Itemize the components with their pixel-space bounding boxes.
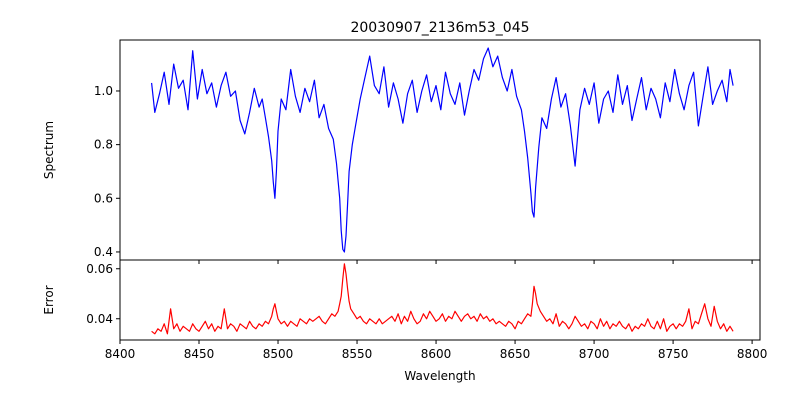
x-axis-label: Wavelength — [404, 369, 475, 383]
error-panel: 0.04 0.06 8400 8450 8500 8550 8600 8650 8700 875… — [42, 259, 768, 383]
error-y-ticks: 0.04 0.06 — [86, 262, 120, 326]
x-tick-label: 8750 — [658, 347, 689, 361]
error-y-axis-label: Error — [42, 285, 56, 314]
x-tick-label: 8450 — [184, 347, 215, 361]
x-tick-label: 8500 — [263, 347, 294, 361]
spectrum-y-tick-label: 0.6 — [94, 191, 113, 205]
error-x-ticks: 8400 8450 8500 8550 8600 8650 8700 8750 8800 — [105, 340, 768, 361]
x-tick-label: 8600 — [421, 347, 452, 361]
spectrum-y-ticks: 0.4 0.6 0.8 1.0 — [94, 84, 120, 259]
chart-title: 20030907_2136m53_045 — [350, 20, 529, 36]
spectrum-y-tick-label: 1.0 — [94, 84, 113, 98]
error-axes-frame — [119, 259, 761, 341]
x-tick-label: 8800 — [737, 347, 768, 361]
spectrum-y-tick-label: 0.8 — [94, 138, 113, 152]
spectrum-plot-area — [151, 47, 734, 253]
spectrum-y-axis-label: Spectrum — [42, 121, 56, 179]
x-tick-label: 8400 — [105, 347, 136, 361]
spectrum-y-tick-label: 0.4 — [94, 245, 113, 259]
spectrum-series-line — [151, 47, 734, 253]
error-series-line — [151, 263, 734, 335]
error-y-tick-label: 0.04 — [86, 312, 113, 326]
x-tick-label: 8650 — [500, 347, 531, 361]
x-tick-label: 8700 — [579, 347, 610, 361]
error-plot-area — [151, 263, 734, 335]
x-tick-label: 8550 — [342, 347, 373, 361]
error-y-tick-label: 0.06 — [86, 262, 113, 276]
